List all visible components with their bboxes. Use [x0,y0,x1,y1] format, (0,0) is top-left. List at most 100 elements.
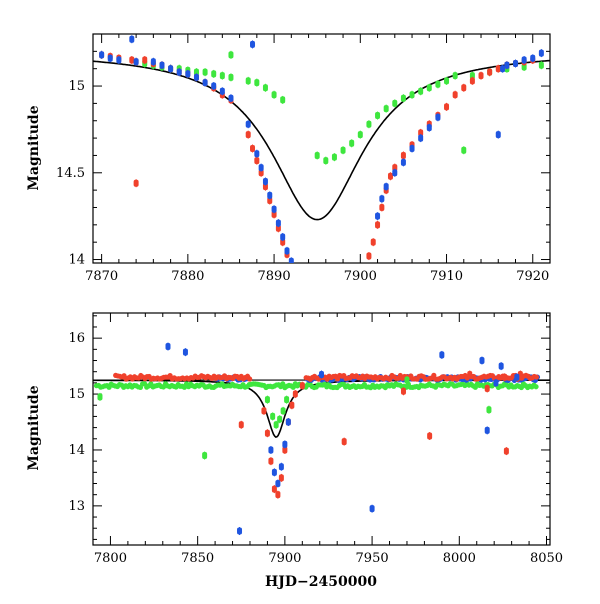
data-point-blue [484,426,490,434]
data-point-green [375,112,381,120]
data-point-green [400,94,406,102]
data-point-blue [538,49,544,57]
data-point-green [323,157,329,165]
data-point-red [387,172,393,180]
data-point-blue [176,68,182,76]
x-tick-label: 7950 [356,551,389,566]
data-point-red [142,56,148,64]
data-point-blue [150,58,156,66]
data-point-red [129,56,135,64]
data-point-green [280,407,286,415]
x-tick-label: 7880 [171,269,204,284]
data-point-red [444,103,450,111]
data-point-red [268,457,274,465]
data-point-red [452,91,458,99]
data-point-red [487,68,493,76]
data-point-blue [392,169,398,177]
x-tick-label: 7870 [85,269,118,284]
top-panel-ticks: 7870 7880 7890 7900 7910 7920 14 14.5 15 [56,33,551,284]
data-point-green [245,77,251,85]
x-tick-label: 7900 [268,551,301,566]
data-point-green [254,79,260,87]
x-tick-label: 8050 [530,551,563,566]
data-point-blue [159,61,165,69]
bottom-panel-xlabel: HJD−2450000 [265,574,377,590]
data-point-blue [219,87,225,95]
x-tick-label: 7900 [344,269,377,284]
data-point-blue [426,124,432,132]
data-point-blue [99,51,105,59]
data-point-red [299,382,305,390]
x-tick-label: 7910 [430,269,463,284]
data-point-blue [182,348,188,356]
data-point-green [264,396,270,404]
data-point-blue [504,61,510,69]
data-point-red [400,387,406,395]
data-point-blue [202,79,208,87]
bottom-panel-frame [92,312,551,546]
data-point-red [495,65,501,73]
data-point-blue [278,463,284,471]
data-point-red [264,429,270,437]
y-tick-label: 14 [68,443,85,458]
data-point-red [250,145,256,152]
top-panel: 7870 7880 7890 7900 7910 7920 14 14.5 15 Magnitu… [26,33,551,284]
baseline-point-red [533,374,539,380]
data-point-blue [319,370,324,378]
data-point-red [469,77,475,85]
bottom-panel: 7800 7850 7900 7950 8000 8050 13 14 15 16 Magnitu… [26,312,563,590]
data-point-green [366,120,372,128]
data-point-red [484,384,490,392]
y-tick-label: 15 [68,79,85,94]
data-point-green [452,72,458,80]
data-point-red [278,474,284,482]
data-point-green [521,63,527,71]
data-point-blue [530,54,536,62]
data-point-red [292,390,298,398]
x-tick-label: 7800 [94,551,127,566]
data-point-blue [168,65,174,73]
data-point-blue [275,219,281,227]
data-point-red [289,401,295,409]
baseline-point-red [431,372,437,378]
data-point-blue [275,480,281,488]
data-point-green [284,396,290,404]
data-point-green [340,146,346,154]
y-tick-label: 16 [68,331,85,346]
data-point-blue [493,379,499,387]
data-point-green [469,72,475,80]
data-point-red [467,370,473,378]
data-point-red [502,373,508,381]
data-point-red [379,203,385,211]
data-point-red [254,157,260,165]
data-point-green [280,96,286,104]
data-point-blue [498,362,504,370]
data-point-red [271,210,277,218]
data-point-blue [268,446,274,454]
data-point-blue [237,527,243,535]
data-point-blue [165,343,171,351]
data-point-blue [379,195,385,203]
data-point-green [202,452,208,460]
data-point-blue [133,58,139,66]
data-point-blue [185,70,191,78]
data-point-red [370,238,376,246]
data-point-red [280,238,286,246]
data-point-blue [383,183,389,191]
data-point-green [270,412,276,420]
y-tick-label: 14 [68,253,85,268]
data-point-green [461,146,467,154]
data-point-blue [495,131,501,139]
data-point-red [461,84,467,92]
data-point-green [273,421,279,429]
data-point-green [202,68,208,76]
data-point-red [392,164,398,172]
data-point-blue [375,212,381,220]
model-curve [92,59,551,221]
data-point-green [538,61,544,69]
data-point-green [211,70,217,78]
data-point-red [133,179,139,187]
data-point-blue [418,134,424,142]
bottom-panel-ylabel: Magnitude [26,385,42,470]
